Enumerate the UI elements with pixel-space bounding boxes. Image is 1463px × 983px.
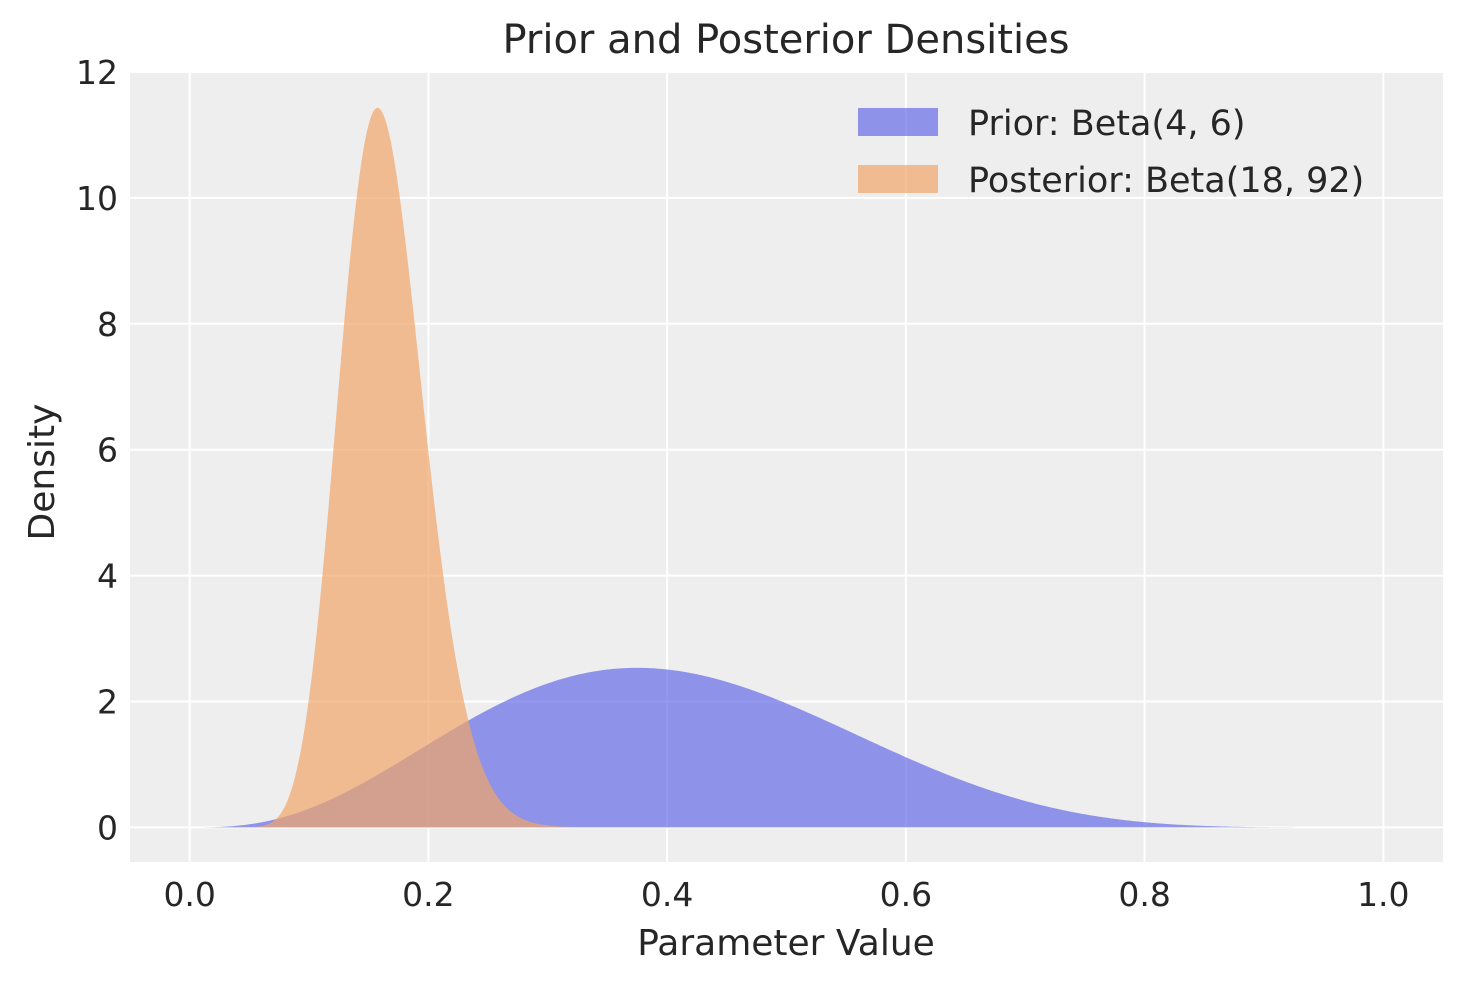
x-tick-label: 0.0 bbox=[163, 875, 215, 914]
x-axis-label: Parameter Value bbox=[637, 923, 935, 964]
legend: Prior: Beta(4, 6) Posterior: Beta(18, 92… bbox=[858, 104, 1364, 201]
y-tick-label: 6 bbox=[97, 431, 118, 470]
x-tick-label: 0.2 bbox=[402, 875, 454, 914]
y-tick-labels: 0 2 4 6 8 10 12 bbox=[76, 53, 118, 847]
legend-swatch-posterior bbox=[858, 165, 938, 193]
legend-swatch-prior bbox=[858, 108, 938, 136]
x-tick-label: 0.6 bbox=[880, 875, 932, 914]
y-tick-label: 2 bbox=[97, 682, 118, 721]
x-tick-labels: 0.0 0.2 0.4 0.6 0.8 1.0 bbox=[163, 875, 1409, 914]
x-tick-label: 0.4 bbox=[641, 875, 693, 914]
x-tick-label: 0.8 bbox=[1118, 875, 1170, 914]
chart-title: Prior and Posterior Densities bbox=[502, 17, 1069, 63]
density-areas bbox=[189, 107, 1384, 828]
y-tick-label: 4 bbox=[97, 557, 118, 596]
y-tick-label: 10 bbox=[76, 179, 118, 218]
y-tick-label: 8 bbox=[97, 305, 118, 344]
legend-label-posterior: Posterior: Beta(18, 92) bbox=[968, 161, 1364, 201]
x-tick-label: 1.0 bbox=[1357, 875, 1409, 914]
y-tick-label: 0 bbox=[97, 808, 118, 847]
posterior-density-area bbox=[189, 107, 1384, 828]
y-axis-label: Density bbox=[22, 404, 63, 541]
legend-label-prior: Prior: Beta(4, 6) bbox=[968, 104, 1246, 144]
y-tick-label: 12 bbox=[76, 53, 118, 92]
